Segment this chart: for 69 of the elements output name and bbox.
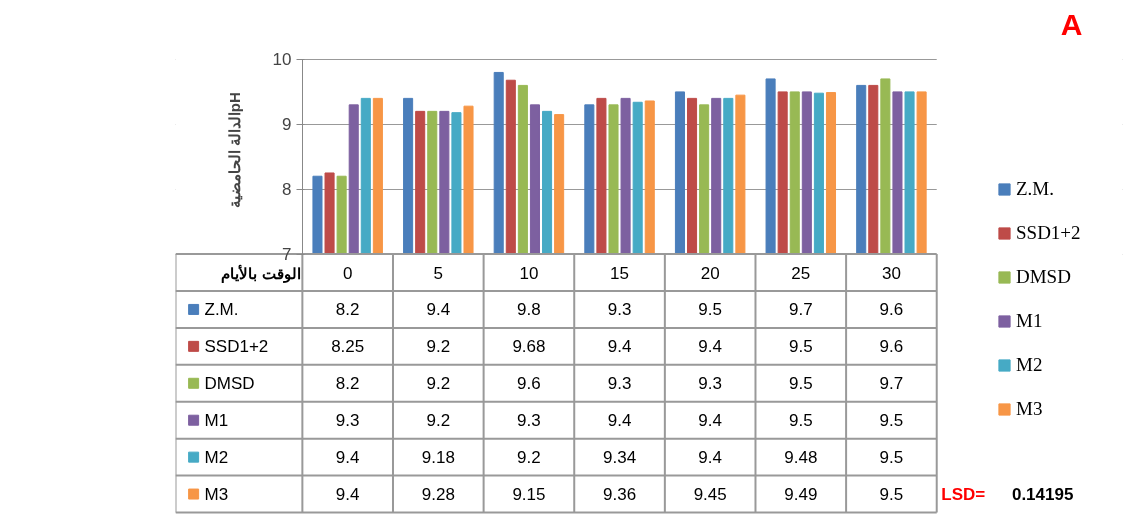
data-label: 9.5	[698, 300, 722, 320]
x-tick-label: 5	[433, 263, 444, 283]
data-label: 9.3	[335, 411, 360, 431]
x-tick-label: 15	[610, 263, 630, 283]
legend-label: Z.M.	[204, 299, 239, 319]
data-label: 9.3	[607, 300, 632, 320]
data-label: 9.7	[788, 300, 813, 320]
text: M2	[204, 447, 229, 467]
data-label: 9.4	[607, 411, 632, 431]
data-label: 9.3	[698, 374, 722, 394]
data-label: 9.4	[607, 337, 632, 357]
x-tick-label: 25	[791, 263, 811, 283]
text: A	[1060, 7, 1083, 41]
data-label: 9.49	[784, 485, 818, 505]
data-label: 9.5	[788, 374, 813, 394]
text: SSD1+2	[1016, 222, 1081, 243]
data-label: 9.4	[698, 411, 722, 431]
data-label: 9.2	[426, 411, 451, 431]
data-label: 9.3	[517, 411, 541, 431]
data-label: 9.5	[788, 411, 813, 431]
x-tick-label: 30	[881, 263, 901, 283]
legend-label: SSD1+2	[204, 336, 269, 356]
data-label: 9.6	[879, 337, 904, 357]
legend-label: DMSD	[1016, 266, 1071, 288]
data-label: 9.2	[426, 337, 451, 357]
data-label: 8.2	[335, 300, 360, 320]
data-label: 9.36	[603, 485, 637, 505]
data-label: 9.28	[421, 485, 455, 505]
data-label: 9.48	[784, 448, 818, 468]
x-tick-label: 10	[519, 263, 539, 283]
text: M1	[204, 410, 229, 430]
text: Z.M.	[1016, 178, 1054, 199]
data-label: 9.6	[517, 374, 541, 394]
data-label: 9.3	[607, 374, 632, 394]
x-tick-label: 0	[342, 263, 353, 283]
y-tick-label: 8	[281, 180, 292, 200]
text: M3	[204, 484, 229, 504]
legend-label: M1	[1016, 310, 1043, 332]
data-label: 9.2	[517, 448, 541, 468]
text: LSD= 0.14195	[941, 484, 1074, 505]
y-tick-label: 10	[272, 50, 292, 70]
legend-label: M2	[1016, 354, 1043, 376]
data-label: 9.5	[879, 411, 904, 431]
data-label: 9.5	[879, 448, 904, 468]
data-label: 9.15	[512, 485, 546, 505]
x-axis-title: الوقت بالأيام	[221, 264, 301, 284]
x-tick-label: 20	[700, 263, 720, 283]
data-label: 9.8	[517, 300, 541, 320]
data-label: 9.4	[335, 448, 360, 468]
data-label: 9.18	[421, 448, 455, 468]
data-label: 9.4	[698, 448, 722, 468]
data-label: 9.5	[879, 485, 904, 505]
data-label: 9.7	[879, 374, 904, 394]
data-label: 9.4	[698, 337, 722, 357]
y-tick-label: 9	[281, 115, 292, 135]
data-label: 9.45	[693, 485, 727, 505]
data-label: 9.5	[788, 337, 813, 357]
data-label: 9.6	[879, 300, 904, 320]
data-label: 9.4	[426, 300, 451, 320]
data-label: 9.2	[426, 374, 451, 394]
data-label: 8.2	[335, 374, 360, 394]
data-label: 9.68	[512, 337, 546, 357]
data-label: 9.4	[335, 485, 360, 505]
y-tick-label: 7	[281, 245, 292, 265]
text: DMSD	[204, 373, 255, 393]
y-axis-title: الدالة الحامضيةpH	[225, 92, 243, 209]
data-label: 8.25	[331, 337, 365, 357]
data-label: 9.34	[603, 448, 637, 468]
legend-label: M3	[1016, 398, 1043, 420]
